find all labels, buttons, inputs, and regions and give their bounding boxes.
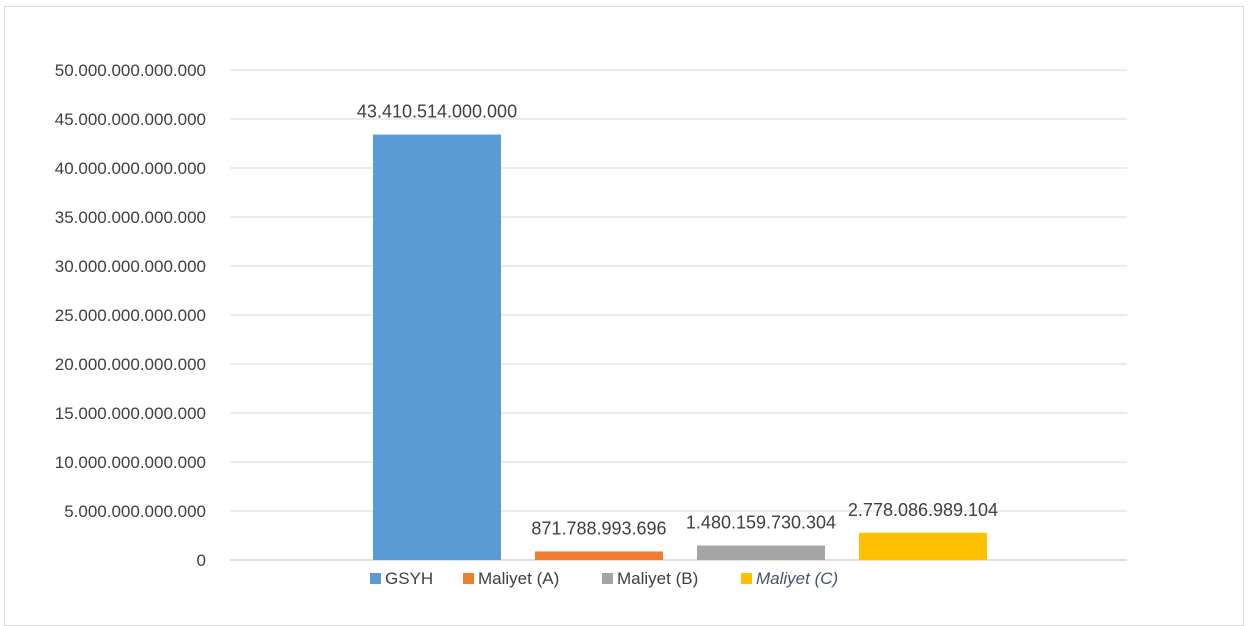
y-tick-label: 35.000.000.000.000 bbox=[55, 208, 206, 227]
y-tick-label: 25.000.000.000.000 bbox=[55, 306, 206, 325]
gridlines bbox=[230, 69, 1127, 561]
y-tick-label: 10.000.000.000.000 bbox=[55, 453, 206, 472]
legend-label: Maliyet (C) bbox=[756, 569, 838, 588]
y-tick-label: 40.000.000.000.000 bbox=[55, 159, 206, 178]
data-label: 871.788.993.696 bbox=[531, 518, 666, 538]
y-axis-tick-labels: 0 5.000.000.000.000 10.000.000.000.000 15.0… bbox=[55, 61, 206, 570]
bar-maliyet-b bbox=[697, 545, 825, 560]
legend-label: Maliyet (A) bbox=[478, 569, 559, 588]
bar-gsyh bbox=[373, 134, 501, 560]
y-tick-label: 50.000.000.000.000 bbox=[55, 61, 206, 80]
y-tick-label: 0 bbox=[197, 551, 206, 570]
legend-label: Maliyet (B) bbox=[617, 569, 698, 588]
bar-chart: 0 5.000.000.000.000 10.000.000.000.000 15.0… bbox=[55, 61, 1127, 588]
legend-swatch bbox=[370, 573, 381, 584]
legend-swatch bbox=[463, 573, 474, 584]
bar-maliyet-a bbox=[535, 551, 663, 560]
y-tick-label: 30.000.000.000.000 bbox=[55, 257, 206, 276]
data-label: 43.410.514.000.000 bbox=[357, 102, 517, 122]
legend: GSYH Maliyet (A) Maliyet (B) Maliyet (C) bbox=[370, 569, 838, 588]
y-tick-label: 5.000.000.000.000 bbox=[64, 502, 206, 521]
y-tick-label: 20.000.000.000.000 bbox=[55, 355, 206, 374]
data-labels: 43.410.514.000.000 871.788.993.696 1.480.1… bbox=[357, 102, 998, 539]
legend-swatch bbox=[602, 573, 613, 584]
legend-label: GSYH bbox=[385, 569, 433, 588]
bars bbox=[373, 134, 987, 560]
data-label: 2.778.086.989.104 bbox=[848, 500, 998, 520]
bar-maliyet-c bbox=[859, 532, 987, 560]
legend-swatch bbox=[741, 573, 752, 584]
y-tick-label: 15.000.000.000.000 bbox=[55, 404, 206, 423]
data-label: 1.480.159.730.304 bbox=[686, 512, 836, 532]
y-tick-label: 45.000.000.000.000 bbox=[55, 110, 206, 129]
chart-area bbox=[4, 6, 1244, 626]
